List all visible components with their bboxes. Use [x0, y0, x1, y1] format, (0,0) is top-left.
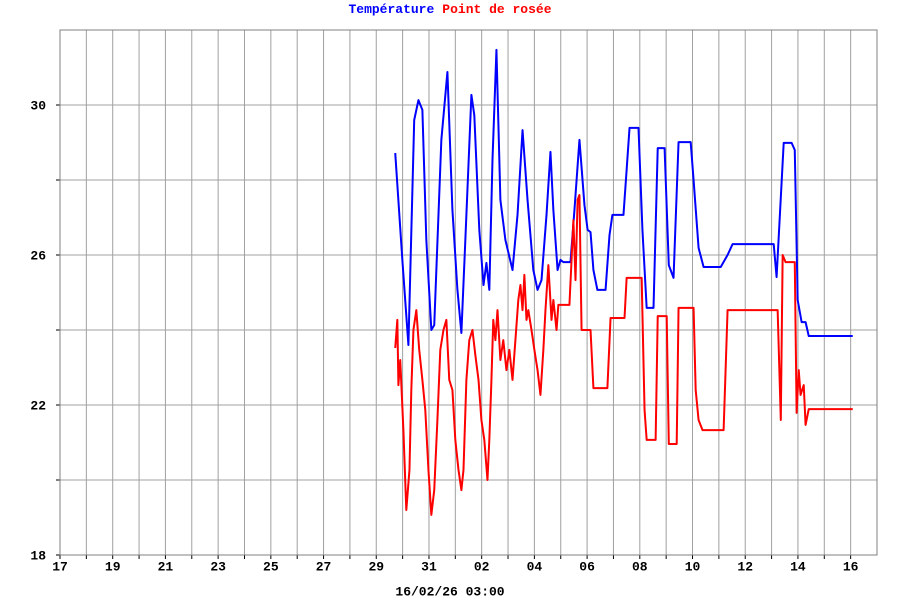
x-tick-label: 29 [368, 559, 384, 574]
x-tick-label: 21 [158, 559, 174, 574]
legend-entry: Température [348, 2, 434, 17]
x-tick-label: 16 [843, 559, 859, 574]
y-tick-label: 18 [30, 548, 46, 563]
x-tick-label: 27 [316, 559, 332, 574]
x-tick-label: 17 [52, 559, 68, 574]
annotation: 16/02/26 03:00 [395, 584, 504, 599]
x-tick-label: 04 [527, 559, 543, 574]
y-tick-label: 22 [30, 398, 46, 413]
y-tick-label: 30 [30, 98, 46, 113]
x-tick-label: 08 [632, 559, 648, 574]
x-tick-label: 14 [790, 559, 806, 574]
plot-frame [59, 29, 878, 556]
x-tick-label: 12 [737, 559, 753, 574]
x-tick-label: 06 [579, 559, 595, 574]
series-line [394, 194, 853, 516]
x-tick-label: 23 [210, 559, 226, 574]
x-tick-label: 19 [105, 559, 121, 574]
y-tick-label: 26 [30, 248, 46, 263]
x-tick-label: 02 [474, 559, 490, 574]
x-tick-label: 25 [263, 559, 279, 574]
x-tick-label: 31 [421, 559, 437, 574]
legend-entry: Point de rosée [442, 2, 551, 17]
legend: Température Point de rosée [348, 2, 551, 17]
x-tick-label: 10 [685, 559, 701, 574]
